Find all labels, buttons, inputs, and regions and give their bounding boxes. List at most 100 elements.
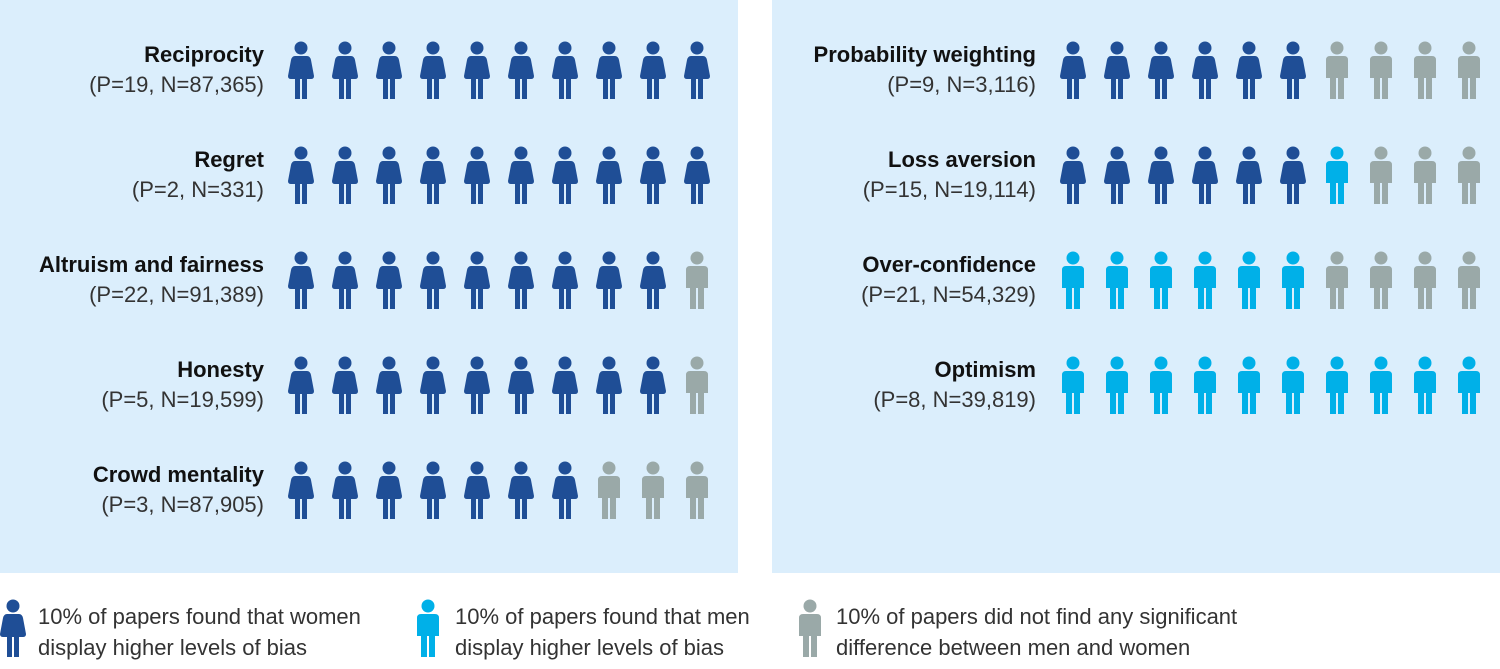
row-detail: (P=9, N=3,116) bbox=[887, 72, 1036, 97]
icon-body bbox=[640, 56, 666, 99]
icon-head bbox=[294, 251, 308, 265]
icon-head bbox=[514, 146, 528, 160]
icon-head bbox=[558, 356, 572, 370]
icon-body bbox=[1104, 56, 1130, 99]
icon-head bbox=[1330, 41, 1344, 55]
icon-body bbox=[1458, 371, 1480, 414]
icon-body bbox=[420, 371, 446, 414]
person-icon bbox=[642, 461, 664, 519]
icon-body bbox=[596, 161, 622, 204]
person-icon bbox=[1326, 251, 1348, 309]
icon-body bbox=[420, 476, 446, 519]
row-detail: (P=2, N=331) bbox=[131, 177, 264, 202]
person-icon bbox=[1326, 356, 1348, 414]
icon-body bbox=[288, 371, 314, 414]
icon-body bbox=[420, 266, 446, 309]
icon-head bbox=[514, 461, 528, 475]
icon-head bbox=[602, 251, 616, 265]
row-label: Crowd mentality bbox=[92, 462, 264, 487]
icon-head bbox=[338, 461, 352, 475]
icon-body bbox=[464, 371, 490, 414]
person-icon bbox=[508, 146, 534, 204]
icon-head bbox=[1374, 251, 1388, 265]
person-icon bbox=[464, 251, 490, 309]
icon-body bbox=[288, 56, 314, 99]
person-icon bbox=[1414, 41, 1436, 99]
icon-body bbox=[464, 266, 490, 309]
icon-body bbox=[799, 614, 821, 657]
row-detail: (P=3, N=87,905) bbox=[101, 492, 264, 517]
icon-body bbox=[464, 56, 490, 99]
person-icon bbox=[1370, 41, 1392, 99]
person-icon bbox=[1150, 356, 1172, 414]
row-detail: (P=19, N=87,365) bbox=[89, 72, 264, 97]
icon-body bbox=[552, 371, 578, 414]
person-icon bbox=[376, 356, 402, 414]
icon-body bbox=[0, 614, 26, 657]
person-icon bbox=[1458, 251, 1480, 309]
icon-body bbox=[1106, 266, 1128, 309]
person-icon bbox=[596, 41, 622, 99]
icon-head bbox=[514, 356, 528, 370]
icon-head bbox=[602, 146, 616, 160]
person-icon bbox=[1280, 146, 1306, 204]
icon-head bbox=[426, 251, 440, 265]
icon-head bbox=[470, 146, 484, 160]
icon-body bbox=[288, 161, 314, 204]
icon-head bbox=[421, 599, 435, 613]
icon-body bbox=[1326, 56, 1348, 99]
icon-head bbox=[470, 251, 484, 265]
person-icon bbox=[640, 251, 666, 309]
person-icon bbox=[1414, 356, 1436, 414]
person-icon bbox=[288, 146, 314, 204]
icon-head bbox=[382, 41, 396, 55]
person-icon bbox=[332, 146, 358, 204]
icon-head bbox=[1242, 356, 1256, 370]
icon-body bbox=[288, 266, 314, 309]
icon-head bbox=[1198, 146, 1212, 160]
person-icon bbox=[1060, 41, 1086, 99]
row-detail: (P=15, N=19,114) bbox=[862, 177, 1036, 202]
person-icon bbox=[1370, 356, 1392, 414]
icon-head bbox=[1242, 146, 1256, 160]
icon-head bbox=[690, 41, 704, 55]
icon-body bbox=[1370, 371, 1392, 414]
person-icon bbox=[508, 251, 534, 309]
icon-body bbox=[1282, 371, 1304, 414]
icon-head bbox=[1374, 146, 1388, 160]
person-icon bbox=[1280, 41, 1306, 99]
icon-head bbox=[602, 356, 616, 370]
icon-body bbox=[464, 476, 490, 519]
person-icon bbox=[288, 41, 314, 99]
icon-head bbox=[1154, 146, 1168, 160]
icon-head bbox=[1462, 251, 1476, 265]
person-icon bbox=[596, 251, 622, 309]
person-icon bbox=[684, 41, 710, 99]
icon-body bbox=[376, 161, 402, 204]
person-icon bbox=[1458, 41, 1480, 99]
icon-head bbox=[1110, 356, 1124, 370]
legend-icon bbox=[799, 599, 821, 657]
row-label: Probability weighting bbox=[813, 42, 1036, 67]
icon-head bbox=[803, 599, 817, 613]
icon-body bbox=[508, 266, 534, 309]
icon-body bbox=[1148, 56, 1174, 99]
icon-head bbox=[558, 461, 572, 475]
person-icon bbox=[552, 41, 578, 99]
person-icon bbox=[1194, 251, 1216, 309]
icon-head bbox=[426, 461, 440, 475]
icon-body bbox=[1326, 371, 1348, 414]
person-icon bbox=[288, 251, 314, 309]
person-icon bbox=[1458, 356, 1480, 414]
person-icon bbox=[508, 41, 534, 99]
icon-head bbox=[690, 251, 704, 265]
person-icon bbox=[1236, 146, 1262, 204]
icon-body bbox=[1062, 266, 1084, 309]
icon-body bbox=[288, 476, 314, 519]
icon-body bbox=[596, 56, 622, 99]
icon-body bbox=[1104, 161, 1130, 204]
person-icon bbox=[420, 41, 446, 99]
person-icon bbox=[1150, 251, 1172, 309]
row-label: Honesty bbox=[177, 357, 264, 382]
